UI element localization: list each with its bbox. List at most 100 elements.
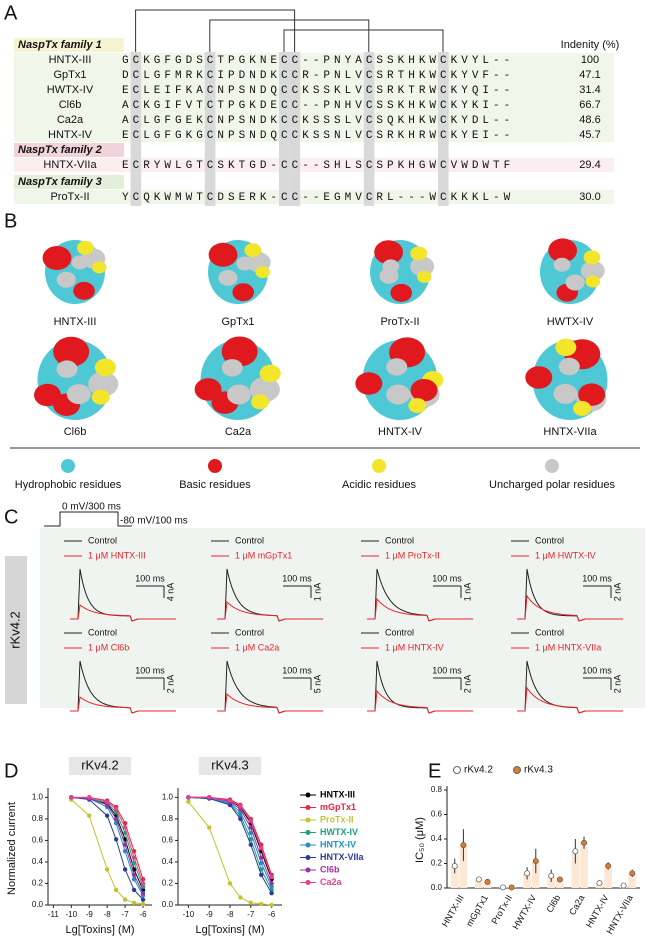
surface-patch xyxy=(410,246,428,261)
panel-label: A xyxy=(4,2,18,24)
surface-patch xyxy=(244,243,262,258)
data-point xyxy=(140,881,146,886)
legend-marker xyxy=(305,867,311,873)
data-point xyxy=(227,798,233,803)
mean-marker xyxy=(484,878,491,885)
surface-patch xyxy=(410,378,438,402)
mean-marker xyxy=(451,863,458,869)
data-point xyxy=(207,825,212,830)
cell-label: rKv4.2 xyxy=(7,611,22,649)
toxin-label: 1 μM HWTX-IV xyxy=(535,550,596,560)
disulfide-bond xyxy=(209,19,370,52)
surface-patch xyxy=(580,260,605,281)
data-point xyxy=(140,884,146,889)
mean-marker xyxy=(475,876,482,883)
alignment-text: Indenity (%) NaspTx family 1 HNTX-III GCKGF… xyxy=(18,39,619,204)
identity: 47.1 xyxy=(579,69,600,81)
bar xyxy=(604,865,613,888)
x-tick-label: -6 xyxy=(139,910,147,919)
chart-title: rKv4.2 xyxy=(81,757,119,772)
legend-label: mGpTx1 xyxy=(320,802,356,812)
toxin-name: HWTX-IV xyxy=(47,84,94,96)
mean-marker xyxy=(581,839,587,846)
time-scale: 100 ms xyxy=(135,665,165,675)
legend-label: Cl6b xyxy=(320,864,340,874)
data-point xyxy=(269,890,274,896)
data-point xyxy=(248,818,253,824)
legend-marker xyxy=(305,880,311,885)
y-axis-label: Normalized current xyxy=(6,802,18,895)
y-tick-label: 0.6 xyxy=(32,836,44,845)
surface-patch xyxy=(555,338,577,357)
toxin-name: HNTX-IV xyxy=(48,129,93,141)
data-point xyxy=(122,897,128,902)
data-point xyxy=(248,825,253,830)
legend-label: Hydrophobic residues xyxy=(15,479,122,491)
data-point xyxy=(207,795,212,800)
sequence: ACKGIFVTCTPGKDECC--PNHVCSSKHKWCKYKI-- xyxy=(122,100,514,112)
surface-patch xyxy=(390,283,413,302)
current-trace xyxy=(217,692,323,714)
toxin-label: 1 μM ProTx-II xyxy=(385,550,440,560)
mean-marker xyxy=(508,884,515,891)
surface-patch xyxy=(91,389,110,405)
data-point xyxy=(131,855,137,860)
time-scale: 100 ms xyxy=(582,573,612,583)
data-point xyxy=(87,795,92,800)
legend-swatch xyxy=(61,459,75,473)
data-point xyxy=(104,802,110,808)
control-label: Control xyxy=(88,535,117,545)
y-tick-label: 0.6 xyxy=(431,810,443,819)
surface-patch xyxy=(578,383,606,406)
legend-swatch xyxy=(208,459,222,473)
legend-marker xyxy=(305,817,311,823)
y-tick-label: 0.6 xyxy=(162,836,174,845)
data-point xyxy=(238,895,243,900)
data-point xyxy=(140,890,146,896)
legend-label: ProTx-II xyxy=(320,814,354,824)
data-point xyxy=(269,874,274,880)
surface-patch xyxy=(410,256,435,277)
data-point xyxy=(104,867,110,872)
legend-marker xyxy=(305,855,311,860)
bar xyxy=(523,873,531,888)
bar xyxy=(571,851,580,888)
cys-column xyxy=(279,52,290,206)
data-point xyxy=(140,901,146,907)
surface-patch xyxy=(88,371,119,397)
legend-marker xyxy=(513,766,521,774)
bar xyxy=(580,842,588,888)
surface-structure xyxy=(34,336,119,420)
legend-label: HNTX-VIIa xyxy=(320,852,365,862)
data-point xyxy=(248,900,253,906)
time-scale: 100 ms xyxy=(432,573,462,583)
identity: 45.7 xyxy=(579,129,600,141)
y-tick-label: 0.4 xyxy=(431,834,443,843)
structure-label: HNTX-VIIa xyxy=(543,426,597,438)
cys-column xyxy=(289,52,301,206)
structure-label: Ca2a xyxy=(225,426,252,438)
panel-label: B xyxy=(4,210,17,232)
x-tick-label: -9 xyxy=(206,910,214,919)
current-scale: 5 nA xyxy=(312,675,322,694)
sequence: ACLGFGEKCNPSNDKCCKSSSLVCSQKHKWCKYDL-- xyxy=(122,115,514,127)
data-point xyxy=(269,881,274,886)
surface-patch xyxy=(553,383,578,404)
toxin-name: Ca2a xyxy=(57,114,84,126)
mean-marker xyxy=(524,870,531,877)
control-label: Control xyxy=(535,535,564,545)
mean-marker xyxy=(532,858,539,865)
surface-structure xyxy=(355,337,444,420)
sequence: DCLGFMRKCIPDNDKCCR-PNLVCSRTHKWCKYVF-- xyxy=(122,70,514,82)
legend-label: HWTX-IV xyxy=(320,827,358,837)
time-scale: 100 ms xyxy=(282,573,312,583)
control-label: Control xyxy=(88,627,117,637)
data-point xyxy=(238,816,243,822)
identity: 48.6 xyxy=(579,114,600,126)
surface-patch xyxy=(66,384,91,405)
x-tick-label: -10 xyxy=(183,910,195,919)
structure-label: GpTx1 xyxy=(221,316,254,328)
structure-label: Cl6b xyxy=(64,426,87,438)
toxin-name: ProTx-II xyxy=(50,191,89,203)
